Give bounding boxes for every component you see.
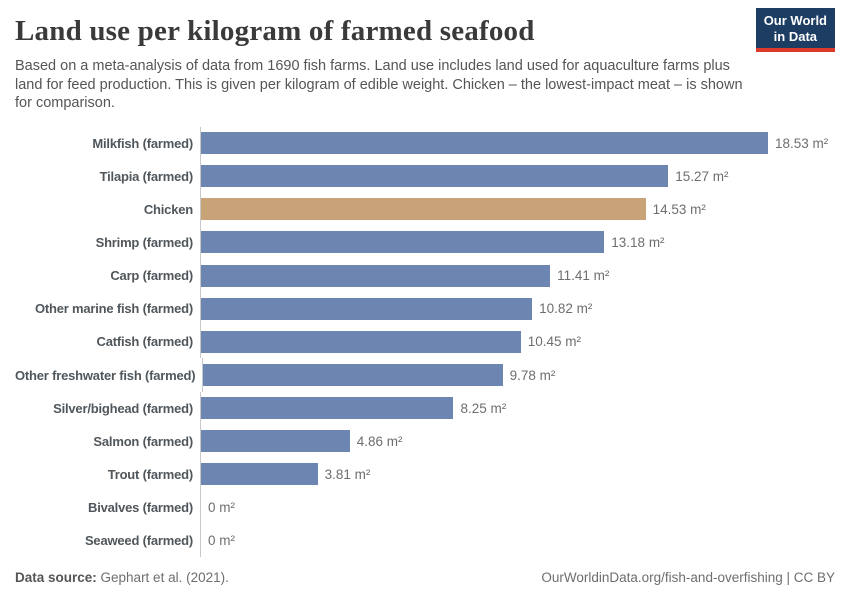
footer-link[interactable]: OurWorldinData.org/fish-and-overfishing … — [541, 570, 835, 586]
chart-row: Bivalves (farmed) 0 m² — [15, 491, 835, 525]
bar-track: 3.81 m² — [200, 457, 835, 492]
bar[interactable] — [201, 198, 646, 221]
row-label: Milkfish (farmed) — [92, 135, 193, 151]
data-source: Data source: Gephart et al. (2021). — [15, 570, 229, 585]
bar-value: 10.82 m² — [539, 301, 593, 317]
row-label: Catfish (farmed) — [96, 334, 194, 350]
bar-track: 18.53 m² — [200, 126, 835, 160]
chart-rows: Milkfish (farmed) 18.53 m² Tilapia (farm… — [15, 126, 835, 558]
bar-value: 4.86 m² — [356, 433, 403, 449]
chart-subtitle: Based on a meta-analysis of data from 16… — [15, 58, 743, 111]
bar-track: 4.86 m² — [200, 424, 835, 458]
bar-track: 14.53 m² — [200, 192, 835, 226]
bar-value: 0 m² — [208, 533, 235, 549]
page-title: Land use per kilogram of farmed seafood — [15, 15, 535, 47]
bar-value: 3.81 m² — [324, 466, 371, 482]
bar-track: 15.27 m² — [200, 159, 835, 193]
chart-row: Shrimp (farmed) 13.18 m² — [15, 225, 835, 260]
bar[interactable] — [201, 330, 521, 353]
bar-value: 14.53 m² — [652, 201, 706, 217]
row-label: Other freshwater fish (farmed) — [15, 367, 196, 383]
bar[interactable] — [201, 165, 669, 188]
bar-track: 11.41 m² — [200, 259, 835, 293]
chart-row: Seaweed (farmed) 0 m² — [15, 524, 835, 558]
bar-value: 0 m² — [208, 500, 235, 516]
chart-row: Catfish (farmed) 10.45 m² — [15, 325, 835, 359]
data-source-value: Gephart et al. (2021). — [96, 570, 229, 586]
row-label: Trout (farmed) — [107, 466, 194, 482]
owid-logo-line2: in Data — [773, 29, 818, 44]
bar-value: 11.41 m² — [557, 268, 610, 284]
bar-value: 18.53 m² — [775, 135, 829, 151]
bar-value: 13.18 m² — [611, 234, 665, 250]
data-source-label: Data source: — [15, 570, 97, 586]
bar-track: 0 m² — [200, 524, 835, 558]
owid-logo-line1: Our World — [763, 13, 827, 28]
bar-track: 8.25 m² — [200, 391, 835, 425]
bar[interactable] — [201, 430, 350, 453]
bar[interactable] — [201, 132, 768, 155]
footer: Data source: Gephart et al. (2021). OurW… — [15, 570, 835, 585]
chart-row: Silver/bighead (farmed) 8.25 m² — [15, 391, 835, 425]
bar-value: 10.45 m² — [527, 334, 582, 350]
bar[interactable] — [201, 264, 551, 287]
bar[interactable] — [201, 463, 318, 486]
row-label: Seaweed (farmed) — [84, 533, 193, 549]
bar-value: 15.27 m² — [675, 168, 729, 184]
bar-track: 13.18 m² — [200, 225, 835, 260]
bar-chart: Milkfish (farmed) 18.53 m² Tilapia (farm… — [15, 126, 835, 558]
chart-row: Chicken 14.53 m² — [15, 192, 835, 226]
chart-row: Trout (farmed) 3.81 m² — [15, 457, 835, 492]
bar-track: 9.78 m² — [202, 358, 835, 392]
bar[interactable] — [201, 297, 533, 320]
row-label: Chicken — [143, 201, 193, 217]
chart-row: Tilapia (farmed) 15.27 m² — [15, 159, 835, 193]
row-label: Silver/bighead (farmed) — [53, 400, 193, 416]
bar-value: 8.25 m² — [460, 400, 507, 416]
row-label: Other marine fish (farmed) — [34, 301, 193, 317]
row-label: Carp (farmed) — [110, 268, 193, 284]
chart-row: Other freshwater fish (farmed) 9.78 m² — [15, 358, 835, 392]
row-label: Salmon (farmed) — [93, 433, 193, 449]
chart-row: Milkfish (farmed) 18.53 m² — [15, 126, 835, 160]
bar[interactable] — [201, 397, 454, 420]
row-label: Shrimp (farmed) — [95, 234, 194, 250]
bar[interactable] — [201, 231, 605, 254]
header: Land use per kilogram of farmed seafood … — [15, 0, 835, 113]
row-label: Tilapia (farmed) — [99, 168, 194, 184]
bar-value: 9.78 m² — [509, 367, 556, 383]
owid-logo[interactable]: Our World in Data — [755, 8, 835, 52]
bar-track: 0 m² — [200, 491, 835, 525]
bar-track: 10.82 m² — [200, 292, 835, 326]
chart-row: Other marine fish (farmed) 10.82 m² — [15, 292, 835, 326]
chart-row: Salmon (farmed) 4.86 m² — [15, 424, 835, 458]
bar-track: 10.45 m² — [200, 325, 835, 359]
row-label: Bivalves (farmed) — [88, 500, 193, 516]
chart-row: Carp (farmed) 11.41 m² — [15, 259, 835, 293]
bar[interactable] — [203, 364, 503, 387]
